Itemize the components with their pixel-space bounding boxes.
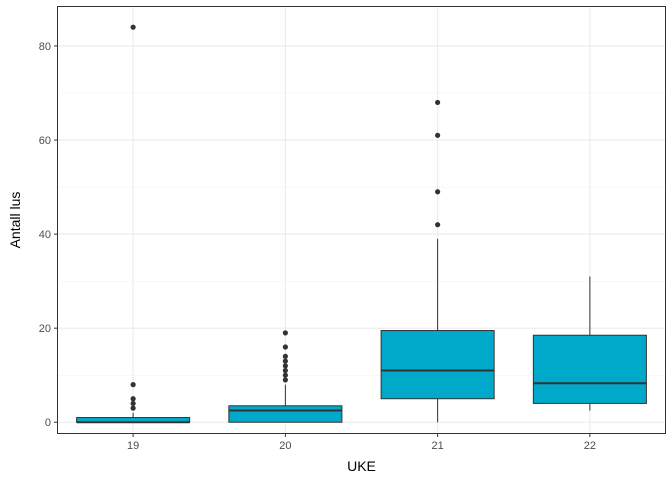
outlier-point bbox=[130, 396, 136, 402]
x-tick-label: 19 bbox=[127, 440, 139, 452]
boxes-layer bbox=[76, 24, 647, 424]
x-axis-ticks: 19 20 21 22 bbox=[127, 434, 596, 452]
y-tick-label: 60 bbox=[39, 135, 51, 147]
box-21 bbox=[380, 99, 495, 423]
plot-border bbox=[57, 6, 666, 434]
outlier-point bbox=[435, 132, 441, 138]
x-tick-label: 22 bbox=[584, 440, 596, 452]
box-22 bbox=[532, 276, 647, 411]
y-tick-label: 40 bbox=[39, 229, 51, 241]
box-iqr bbox=[532, 334, 647, 404]
outlier-point bbox=[130, 24, 136, 30]
outlier-point bbox=[435, 99, 441, 106]
outlier-point bbox=[130, 400, 136, 407]
outlier-point bbox=[130, 382, 136, 388]
x-tick-label: 20 bbox=[279, 440, 291, 452]
outlier-point bbox=[282, 372, 288, 378]
outlier-point bbox=[282, 377, 288, 383]
box-iqr bbox=[380, 330, 495, 400]
y-tick-label: 20 bbox=[39, 323, 51, 335]
outlier-point bbox=[435, 222, 441, 228]
outlier-point bbox=[282, 367, 288, 374]
outlier-point bbox=[130, 405, 136, 411]
x-axis-title: UKE bbox=[347, 458, 376, 474]
box-19 bbox=[76, 24, 191, 424]
outlier-point bbox=[282, 353, 288, 359]
outlier-point bbox=[435, 189, 441, 195]
box-20 bbox=[228, 330, 343, 423]
y-tick-label: 0 bbox=[45, 417, 51, 429]
outlier-point bbox=[282, 358, 288, 364]
x-tick-label: 21 bbox=[432, 440, 444, 452]
outlier-point bbox=[282, 344, 288, 350]
y-tick-label: 80 bbox=[39, 41, 51, 53]
outlier-point bbox=[282, 363, 288, 369]
y-axis-ticks: 0 20 40 60 80 bbox=[39, 41, 57, 429]
box-iqr bbox=[228, 405, 343, 423]
y-axis-title: Antall lus bbox=[7, 192, 23, 249]
outlier-point bbox=[282, 330, 288, 336]
